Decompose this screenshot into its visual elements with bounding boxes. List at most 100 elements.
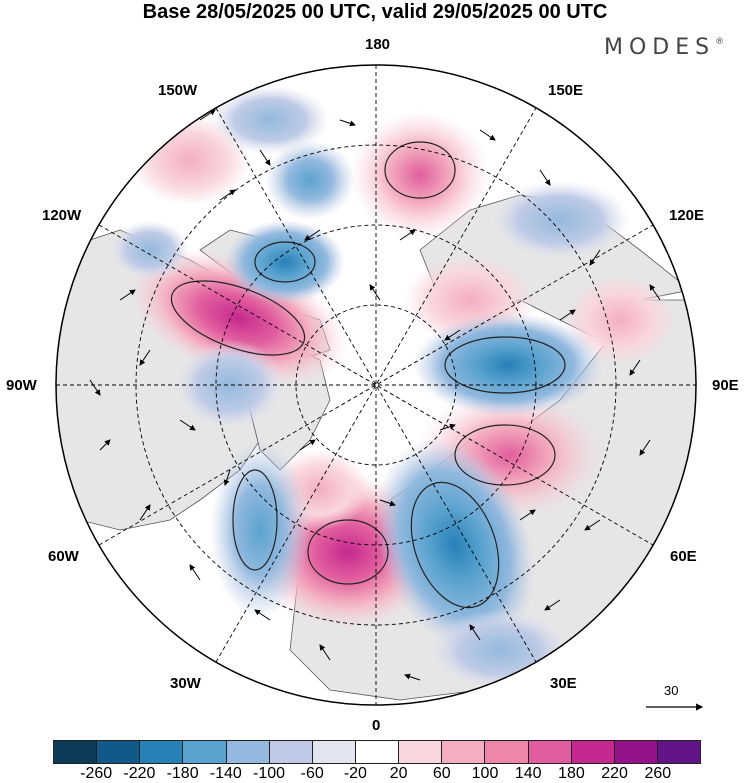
colorbar-tick-label: -220 (123, 765, 156, 782)
wind-vector (399, 229, 416, 241)
colorbar-tick-label: 20 (389, 765, 408, 782)
wind-vector (254, 609, 271, 621)
contour-line (410, 481, 500, 609)
wind-vector (304, 229, 321, 241)
modes-logo: MODES® (604, 35, 724, 60)
colorbar-tick-label: 220 (601, 765, 628, 782)
wind-vector (439, 423, 456, 431)
colorbar-cell (269, 740, 313, 764)
contours (170, 141, 566, 609)
lon-label-150w: 150W (158, 82, 198, 99)
lon-label-120e: 120E (669, 207, 705, 224)
meridian-150 (215, 107, 537, 663)
wind-vector (379, 499, 396, 507)
wind-vector (259, 149, 271, 166)
wind-vector (519, 509, 536, 521)
wind-vectors (89, 109, 661, 681)
colorbar-cell (183, 740, 227, 764)
wind-vector (89, 379, 101, 396)
negative-anomaly-atlantic (210, 440, 310, 620)
lon-label-180: 180 (365, 36, 391, 53)
wind-vector (589, 249, 601, 266)
wind-vector (469, 624, 481, 641)
wind-vector (639, 439, 651, 456)
colorbar-cell (355, 740, 400, 764)
meridian-60 (98, 224, 654, 546)
wind-vector (219, 189, 236, 201)
wind-vector (339, 119, 356, 127)
colorbar-tick-label: 260 (644, 765, 672, 782)
colorbar-cell (312, 740, 356, 764)
colorbar-cell (97, 740, 141, 764)
wind-vector (539, 169, 551, 186)
colorbar-cell (485, 740, 529, 764)
colorbar-cell (528, 740, 572, 764)
reference-vector-label: 30 (664, 683, 679, 698)
wind-vector (179, 419, 196, 431)
wind-vector (564, 659, 581, 671)
colorbar-cell (442, 740, 486, 764)
contour-line (307, 519, 389, 585)
wind-vector (223, 469, 231, 486)
lon-label-90e: 90E (712, 377, 739, 394)
negative-anomaly-greenland (175, 340, 285, 430)
wind-vector (629, 359, 641, 376)
wind-vector (584, 519, 601, 531)
negative-anomaly-north-pacific (265, 140, 355, 220)
wind-vector (479, 129, 496, 141)
colorbar-tick-label: 100 (471, 765, 499, 782)
contour-line (232, 469, 278, 571)
lon-label-90w: 90W (6, 377, 37, 394)
colorbar-cell (226, 740, 270, 764)
wind-vector (119, 289, 136, 301)
negative-anomaly-aleutian (210, 85, 330, 155)
lon-label-30e: 30E (550, 675, 577, 692)
wind-vector (99, 439, 111, 451)
contour-line (444, 336, 566, 394)
negative-anomaly-pacific-west (110, 220, 190, 280)
negative-anomaly-caucasus (430, 610, 570, 690)
contour-line (384, 141, 456, 199)
wind-vector (404, 673, 421, 681)
colorbar-cell (140, 740, 184, 764)
colorbar-tick-label: 60 (432, 765, 451, 782)
map-border (55, 64, 697, 706)
colorbar-tick-label: 180 (558, 765, 585, 782)
meridian-30 (215, 107, 537, 663)
negative-anomaly-siberia-east (490, 180, 630, 260)
colorbar-cell (53, 740, 98, 764)
wind-vector (559, 309, 576, 321)
colorbar-cell (399, 740, 443, 764)
wind-vector (649, 284, 661, 301)
colorbar-tick-label: 140 (514, 765, 542, 782)
lon-label-30w: 30W (170, 675, 201, 692)
wind-vector (139, 349, 151, 366)
colorbar-tick-label: -100 (252, 765, 286, 782)
lon-label-60e: 60E (670, 548, 697, 565)
contour-line (170, 280, 306, 356)
registered-mark: ® (715, 37, 725, 47)
meridian-120 (98, 224, 654, 546)
wind-vector (189, 564, 201, 581)
colorbar (53, 740, 702, 764)
wind-vector (139, 504, 151, 521)
negative-anomaly-alaska (225, 220, 345, 304)
colorbar-cell (571, 740, 615, 764)
colorbar-tick-label: -20 (343, 765, 367, 782)
contour-line (254, 241, 316, 283)
lon-label-0: 0 (372, 717, 381, 734)
brand-text: MODES (604, 35, 716, 60)
colorbar-cell (657, 740, 702, 764)
negative-anomaly-europe (375, 438, 535, 652)
lon-label-60w: 60W (48, 548, 79, 565)
graticule (56, 65, 696, 705)
wind-vector (319, 644, 331, 661)
positive-anomaly-bering (350, 110, 490, 240)
chart-title: Base 28/05/2025 00 UTC, valid 29/05/2025… (142, 1, 608, 23)
contour-line (454, 424, 556, 486)
wind-vector (544, 599, 561, 611)
lon-label-120w: 120W (42, 207, 82, 224)
colorbar-tick-label: -60 (300, 765, 324, 782)
wind-vector (199, 109, 216, 121)
